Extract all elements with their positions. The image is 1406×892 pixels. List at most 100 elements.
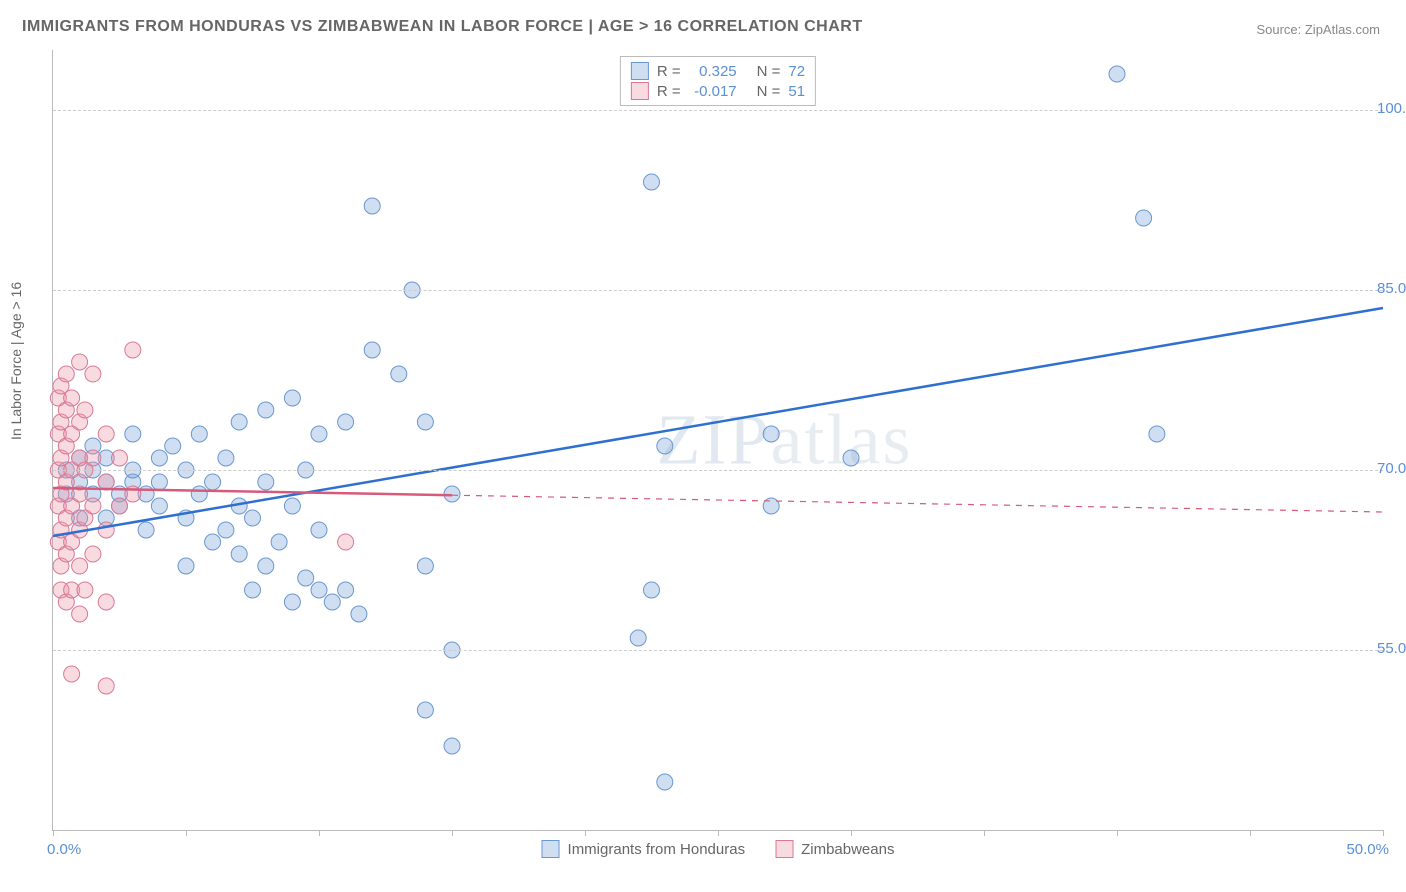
data-point	[364, 342, 380, 358]
data-point	[417, 558, 433, 574]
x-tick-mark	[718, 830, 719, 836]
data-point	[85, 546, 101, 562]
data-point	[284, 498, 300, 514]
data-point	[245, 582, 261, 598]
x-tick-mark	[851, 830, 852, 836]
data-point	[72, 558, 88, 574]
gridline	[53, 290, 1383, 291]
data-point	[364, 198, 380, 214]
legend-label: Immigrants from Honduras	[568, 841, 746, 858]
data-point	[85, 498, 101, 514]
data-point	[338, 534, 354, 550]
gridline	[53, 110, 1383, 111]
stat-n-value: 72	[788, 63, 805, 80]
data-point	[630, 630, 646, 646]
data-point	[311, 582, 327, 598]
data-point	[338, 414, 354, 430]
data-point	[284, 390, 300, 406]
x-tick-mark	[186, 830, 187, 836]
data-point	[1109, 66, 1125, 82]
x-axis-min-label: 0.0%	[47, 841, 81, 858]
data-point	[125, 342, 141, 358]
stat-label: N =	[757, 63, 781, 80]
y-axis-label: In Labor Force | Age > 16	[8, 282, 24, 440]
x-tick-mark	[1383, 830, 1384, 836]
stat-n-value: 51	[788, 83, 805, 100]
stats-legend: R = 0.325 N = 72 R = -0.017 N = 51	[620, 56, 816, 106]
chart-title: IMMIGRANTS FROM HONDURAS VS ZIMBABWEAN I…	[22, 18, 863, 36]
legend-swatch	[631, 62, 649, 80]
data-point	[112, 498, 128, 514]
data-point	[271, 534, 287, 550]
series-legend: Immigrants from Honduras Zimbabweans	[542, 840, 895, 858]
data-point	[245, 510, 261, 526]
data-point	[77, 402, 93, 418]
x-tick-mark	[585, 830, 586, 836]
data-point	[151, 450, 167, 466]
data-point	[205, 474, 221, 490]
data-point	[165, 438, 181, 454]
data-point	[417, 414, 433, 430]
data-point	[64, 390, 80, 406]
stat-label: N =	[757, 83, 781, 100]
data-point	[58, 366, 74, 382]
data-point	[763, 426, 779, 442]
legend-swatch	[542, 840, 560, 858]
x-tick-mark	[53, 830, 54, 836]
data-point	[191, 426, 207, 442]
gridline	[53, 470, 1383, 471]
legend-swatch	[775, 840, 793, 858]
stat-r-value: 0.325	[689, 63, 737, 80]
data-point	[657, 438, 673, 454]
data-point	[324, 594, 340, 610]
legend-label: Zimbabweans	[801, 841, 894, 858]
data-point	[72, 606, 88, 622]
stat-label: R =	[657, 63, 681, 80]
x-tick-mark	[319, 830, 320, 836]
data-point	[657, 774, 673, 790]
data-point	[125, 426, 141, 442]
chart-svg	[53, 50, 1383, 830]
data-point	[1136, 210, 1152, 226]
data-point	[151, 498, 167, 514]
data-point	[311, 522, 327, 538]
data-point	[72, 354, 88, 370]
x-tick-mark	[1117, 830, 1118, 836]
legend-item: Immigrants from Honduras	[542, 840, 746, 858]
data-point	[231, 414, 247, 430]
source-attribution: Source: ZipAtlas.com	[1256, 22, 1380, 37]
stats-legend-row: R = 0.325 N = 72	[631, 61, 805, 81]
regression-line-extrapolated	[452, 495, 1383, 512]
legend-swatch	[631, 82, 649, 100]
stat-label: R =	[657, 83, 681, 100]
data-point	[151, 474, 167, 490]
data-point	[191, 486, 207, 502]
x-tick-mark	[452, 830, 453, 836]
data-point	[391, 366, 407, 382]
data-point	[258, 558, 274, 574]
data-point	[218, 522, 234, 538]
data-point	[284, 594, 300, 610]
y-tick-label: 70.0%	[1377, 460, 1406, 477]
gridline	[53, 650, 1383, 651]
data-point	[178, 558, 194, 574]
y-tick-label: 55.0%	[1377, 640, 1406, 657]
data-point	[98, 594, 114, 610]
data-point	[98, 426, 114, 442]
data-point	[231, 546, 247, 562]
data-point	[218, 450, 234, 466]
data-point	[85, 450, 101, 466]
data-point	[98, 678, 114, 694]
data-point	[112, 450, 128, 466]
stats-legend-row: R = -0.017 N = 51	[631, 81, 805, 101]
data-point	[205, 534, 221, 550]
data-point	[98, 474, 114, 490]
data-point	[311, 426, 327, 442]
data-point	[843, 450, 859, 466]
data-point	[444, 738, 460, 754]
chart-plot-area: ZIPatlas R =0.325N =72R =-0.017N =51 Imm…	[52, 50, 1383, 831]
data-point	[417, 702, 433, 718]
stat-r-value: -0.017	[689, 83, 737, 100]
data-point	[351, 606, 367, 622]
y-tick-label: 85.0%	[1377, 280, 1406, 297]
